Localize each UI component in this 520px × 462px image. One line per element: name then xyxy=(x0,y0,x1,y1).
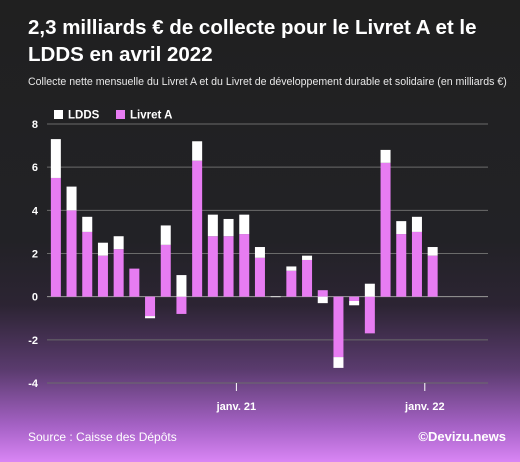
bar-livret-a xyxy=(364,296,375,334)
legend-label-livret-a: Livret A xyxy=(130,110,172,122)
y-tick-label: 2 xyxy=(32,249,38,261)
y-tick-label: 4 xyxy=(32,205,39,217)
x-axis: janv. 21 janv. 22 xyxy=(216,383,445,413)
bar-livret-a xyxy=(349,296,360,301)
bar-ldds xyxy=(50,139,61,178)
legend-swatch-ldds xyxy=(54,110,63,119)
bar-livret-a xyxy=(239,234,250,297)
source-note: Source : Caisse des Dépôts xyxy=(28,430,177,444)
bar-ldds xyxy=(97,242,108,256)
bar-ldds xyxy=(254,247,265,258)
bar-livret-a xyxy=(113,249,124,297)
bar-livret-a xyxy=(192,160,203,297)
bar-ldds xyxy=(411,216,422,232)
bar-livret-a xyxy=(286,270,297,297)
bar-ldds xyxy=(207,214,218,237)
chart-title: 2,3 milliards € de collecte pour le Livr… xyxy=(28,16,477,66)
bar-livret-a xyxy=(223,236,234,297)
bar-livret-a xyxy=(254,257,265,297)
legend: LDDS Livret A xyxy=(54,110,172,122)
bar-livret-a xyxy=(427,255,438,297)
bars xyxy=(50,139,438,368)
x-tick-label: janv. 21 xyxy=(216,401,257,413)
brand-credit: ©Devizu.news xyxy=(418,429,506,444)
bar-livret-a xyxy=(302,259,313,297)
bar-ldds xyxy=(286,266,297,271)
bar-livret-a xyxy=(411,231,422,297)
bar-livret-a xyxy=(396,234,407,297)
bar-ldds xyxy=(82,216,93,232)
x-tick-label: janv. 22 xyxy=(404,401,445,413)
bar-livret-a xyxy=(50,177,61,297)
y-tick-label: 6 xyxy=(32,162,38,174)
bar-ldds xyxy=(302,255,313,260)
bar-livret-a xyxy=(207,236,218,297)
bar-livret-a xyxy=(317,290,328,297)
y-tick-label: 8 xyxy=(32,119,38,131)
bar-ldds xyxy=(239,214,250,235)
bar-ldds xyxy=(396,221,407,235)
bar-livret-a xyxy=(66,210,77,297)
bar-livret-a xyxy=(82,231,93,297)
bar-ldds xyxy=(145,316,156,319)
y-axis: 8 6 4 2 0 -2 -4 xyxy=(28,119,39,390)
bar-livret-a xyxy=(380,162,391,297)
bar-livret-a xyxy=(129,268,140,297)
y-tick-label: -4 xyxy=(28,378,39,390)
bar-ldds xyxy=(333,357,344,368)
y-tick-label: 0 xyxy=(32,292,38,304)
bar-livret-a xyxy=(176,296,187,314)
bar-ldds xyxy=(113,236,124,250)
bar-livret-a xyxy=(333,296,344,358)
bar-ldds xyxy=(364,283,375,297)
bar-ldds xyxy=(160,225,171,245)
bar-ldds xyxy=(223,218,234,237)
bar-ldds xyxy=(176,275,187,297)
legend-label-ldds: LDDS xyxy=(68,110,100,122)
bar-ldds xyxy=(317,296,328,304)
bar-ldds xyxy=(192,141,203,161)
bar-livret-a xyxy=(145,296,156,317)
bar-livret-a xyxy=(270,296,281,298)
bar-ldds xyxy=(349,300,360,306)
bar-ldds xyxy=(427,247,438,256)
bar-livret-a xyxy=(160,244,171,297)
chart-subtitle: Collecte nette mensuelle du Livret A et … xyxy=(28,76,507,88)
legend-swatch-livret-a xyxy=(116,110,125,119)
y-tick-label: -2 xyxy=(28,335,38,347)
bar-ldds xyxy=(380,149,391,163)
bar-livret-a xyxy=(97,255,108,297)
bar-ldds xyxy=(66,186,77,211)
